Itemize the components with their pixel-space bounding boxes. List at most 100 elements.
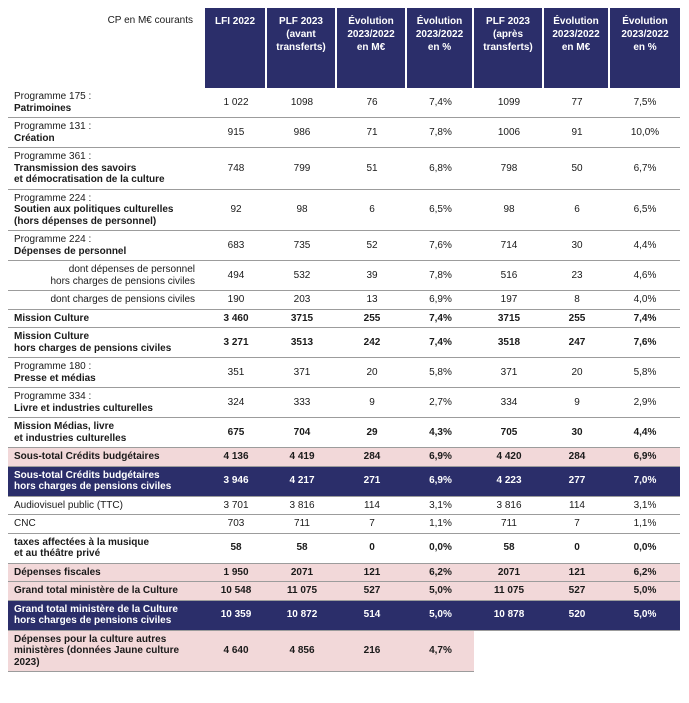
cell-value: 1006 [497,126,521,138]
cell-value: 714 [500,239,518,251]
table-row: Mission Culture 3 460 3715 255 7,4% 3715 255 7,… [8,310,680,328]
row-label-text: dont dépenses de personnel hors charges … [50,264,195,287]
cell-value: 7,8% [429,126,452,138]
cell-value: 711 [294,518,310,529]
cell-value: 216 [337,630,407,672]
cell-value: 6,5% [633,204,657,215]
row-label: taxes affectées à la musique et au théât… [8,534,205,563]
cell-value: 7,5% [633,96,657,108]
table-row: Grand total ministère de la Culture hors… [8,600,680,631]
cell-value: 371 [293,366,311,378]
row-label: Programme 180 : Presse et médias [8,358,205,387]
cell-value: 2071 [290,566,314,578]
cell-value: 6 [369,204,375,215]
row-label-text: Patrimoines [14,102,72,114]
row-label: Sous-total Crédits budgétaires hors char… [8,467,205,496]
cell-value: 7 [369,518,375,529]
row-label: Grand total ministère de la Culture [8,582,205,600]
cell-value: 514 [363,609,381,621]
row-label-text: Audiovisuel public (TTC) [14,499,123,511]
row-label-text: Dépenses de personnel [14,245,127,257]
cell-value: 0 [574,542,580,554]
table-row: Programme 131 : Création 915 986 71 7,8% 1006 9… [8,118,680,148]
row-label-text: taxes affectées à la musique et au théât… [14,536,150,560]
cell-value: 494 [227,269,245,281]
table-row: Mission Culture hors charges de pensions… [8,328,680,358]
row-label-text: Transmission des savoirs et démocratisat… [14,162,165,186]
cell-value: 203 [293,294,311,305]
cell-value: 0 [369,542,375,554]
cell-value: 7,6% [633,336,657,348]
cell-value: 683 [227,239,245,251]
cell-value: 1099 [497,96,521,108]
cell-value: 4,0% [633,294,657,305]
cell-value: 121 [568,566,586,578]
cell-value: 2071 [497,566,521,578]
cell-value: 6,5% [429,204,452,215]
cell-value: 284 [568,451,586,462]
row-label: Dépenses fiscales [8,564,205,582]
cell-value: 6,2% [633,566,657,578]
column-header: Évolution 2023/2022 en % [610,8,680,88]
cell-value: 1 022 [223,96,249,108]
cell-value: 6 [574,204,580,215]
cell-value: 7,4% [429,312,452,324]
cell-value: 1 950 [223,566,249,578]
cell-value: 6,9% [429,294,452,305]
cell-value: 798 [500,162,518,174]
cell-value: 8 [574,294,580,305]
cell-value: 324 [227,396,245,408]
table-row: CNC 703 711 7 1,1% 711 7 1,1% [8,515,680,534]
cell-value: 5,0% [633,609,657,621]
cell-value: 1,1% [633,518,657,529]
cell-value: 703 [227,518,245,529]
cell-value: 7,4% [429,336,452,348]
cell-value: 1,1% [429,518,452,529]
cell-value: 915 [227,126,245,138]
cell-value: 58 [503,542,515,554]
row-label-text: dont charges de pensions civiles [50,294,195,305]
row-label-text: Mission Culture hors charges de pensions… [14,331,172,354]
cell-value: 13 [366,294,378,305]
cell-value: 0,0% [633,542,657,554]
row-label-prefix: Programme 224 : [14,234,92,245]
table-row: Programme 180 : Presse et médias 351 371 20 5… [8,358,680,388]
row-label-text: Grand total ministère de la Culture [14,585,178,596]
cell-value: 3 271 [223,336,249,348]
row-label-text: Dépenses pour la culture autres ministèr… [14,633,180,668]
cell-value: 4,7% [407,630,474,672]
row-label-text: Mission Culture [14,312,90,324]
cell-value: 6,9% [429,451,452,462]
cell-value: 11 075 [286,585,318,596]
table-row: Mission Médias, livre et industries cult… [8,418,680,448]
row-label: CNC [8,515,205,533]
cell-value: 3,1% [633,499,657,511]
cell-value: 30 [571,239,583,251]
cell-value: 5,8% [633,366,657,378]
cell-value: 50 [571,162,583,174]
table-row: Audiovisuel public (TTC) 3 701 3 816 114 3,1… [8,497,680,515]
cell-value: 351 [227,366,245,378]
cell-value: 527 [568,585,586,596]
row-label: Grand total ministère de la Culture hors… [8,601,205,630]
cell-value: 10,0% [630,126,660,138]
cell-value: 190 [227,294,245,305]
cell-value: 7,4% [429,96,452,108]
cell-value: 77 [571,96,583,108]
row-label-text: Livre et industries culturelles [14,402,153,414]
cell-value: 121 [363,566,381,578]
cell-value: 4 223 [496,475,522,487]
cell-value: 3 701 [223,499,249,511]
row-label: Programme 224 : Soutien aux politiques cu… [8,190,205,231]
cell-value: 799 [293,162,311,174]
table-row: dont dépenses de personnel hors charges … [8,261,680,291]
cell-value: 51 [366,162,378,174]
cell-value: 3715 [290,312,314,324]
cell-value: 9 [574,396,580,408]
cell-value: 39 [366,269,378,281]
cell-value: 516 [500,269,518,281]
cell-value: 334 [500,396,518,408]
table-body: Programme 175 : Patrimoines 1 022 1098 76 7,4… [8,88,680,672]
cell-value: 4,6% [633,269,657,281]
cell-value: 114 [569,499,585,511]
